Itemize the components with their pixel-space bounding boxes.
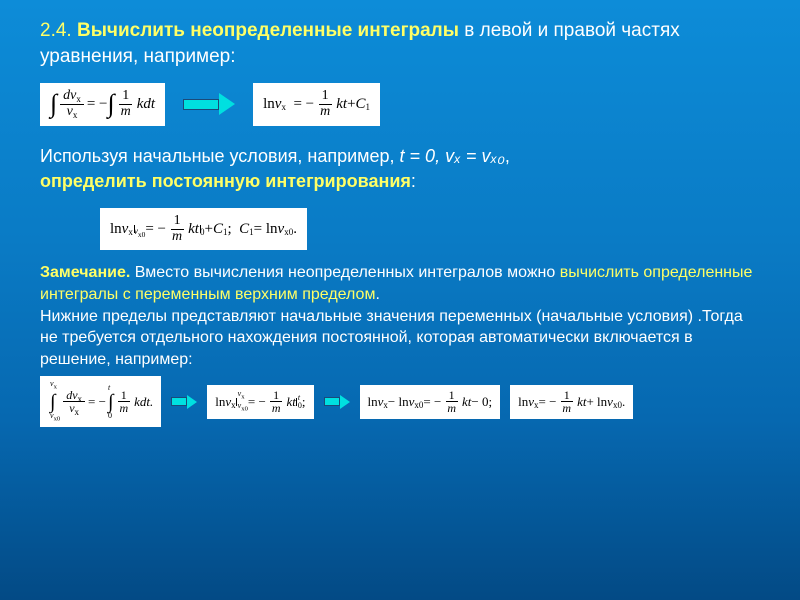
paragraph-initial-conditions: Используя начальные условия, например, t… xyxy=(40,144,760,194)
para1-pre: Используя начальные условия, например, xyxy=(40,146,400,166)
para1-line2: определить постоянную интегрирования xyxy=(40,171,411,191)
note-paragraph: Замечание. Вместо вычисления неопределен… xyxy=(40,262,760,370)
para1-colon: : xyxy=(411,171,416,191)
equation-1-right: ln vx = −1mkt + C1 xyxy=(253,83,380,125)
note-t1: Вместо вычисления неопределенных интегра… xyxy=(130,264,559,281)
note-t3: Нижние пределы представляют начальные зн… xyxy=(40,308,743,368)
arrow-icon xyxy=(171,395,197,409)
equation-3b: ln vxvxvx0 = −1mktt0 ; xyxy=(207,385,313,419)
equation-row-2: ln vxvx0 = −1mkt0 + C1 ; C1 = ln vx0 . xyxy=(100,208,760,250)
para1-cond: t = 0, vₓ = vₓ₀ xyxy=(400,146,505,166)
equation-row-1: ∫ dvxvx = −∫ 1mkdt ln vx = −1mkt + C1 xyxy=(40,83,760,125)
equation-1-left: ∫ dvxvx = −∫ 1mkdt xyxy=(40,83,165,125)
equation-3d: ln vx = −1mkt + ln vx0 . xyxy=(510,385,633,419)
section-bold: Вычислить неопределенные интегралы xyxy=(77,20,459,41)
note-t2: . xyxy=(375,286,379,303)
equation-row-3: vx∫vx0 dvxvx = −t∫0 1mkdt. ln vxvxvx0 = … xyxy=(40,376,760,427)
equation-2: ln vxvx0 = −1mkt0 + C1 ; C1 = ln vx0 . xyxy=(100,208,307,250)
section-number: 2.4. xyxy=(40,20,77,41)
arrow-icon xyxy=(324,395,350,409)
note-label: Замечание. xyxy=(40,264,130,281)
para1-post: , xyxy=(505,146,510,166)
equation-3c: ln vx − ln vx0 = −1mkt − 0; xyxy=(360,385,501,419)
arrow-icon xyxy=(183,93,235,115)
equation-3a: vx∫vx0 dvxvx = −t∫0 1mkdt. xyxy=(40,376,161,427)
section-title: 2.4. Вычислить неопределенные интегралы … xyxy=(40,18,760,69)
